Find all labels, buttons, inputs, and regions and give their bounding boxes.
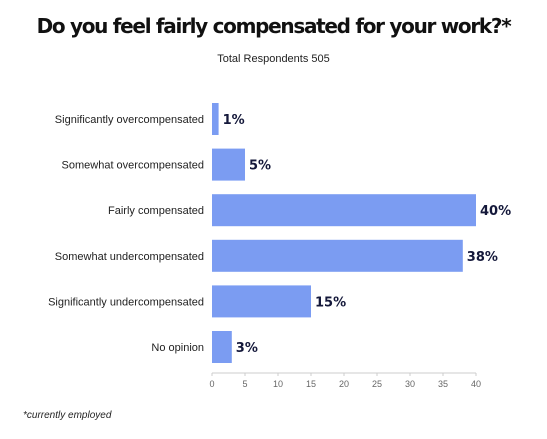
x-tick-label: 25 xyxy=(372,379,382,389)
bar xyxy=(212,331,232,363)
chart-title: Do you feel fairly compensated for your … xyxy=(36,14,512,38)
category-label: Somewhat undercompensated xyxy=(55,251,204,263)
category-label: Fairly compensated xyxy=(108,205,204,217)
x-tick-label: 20 xyxy=(339,379,349,389)
x-tick-label: 40 xyxy=(471,379,481,389)
x-tick-label: 10 xyxy=(273,379,283,389)
data-label: 3% xyxy=(236,341,258,356)
category-label: Significantly undercompensated xyxy=(48,296,204,308)
data-label: 1% xyxy=(223,113,245,128)
x-tick-label: 15 xyxy=(306,379,316,389)
data-label: 5% xyxy=(249,159,271,174)
chart-subtitle: Total Respondents 505 xyxy=(217,53,330,65)
category-label: Somewhat overcompensated xyxy=(62,160,204,172)
bar xyxy=(212,148,245,181)
bar xyxy=(212,239,463,272)
category-label: No opinion xyxy=(151,342,204,354)
x-tick-label: 35 xyxy=(438,379,448,389)
x-tick-label: 5 xyxy=(242,379,247,389)
bar xyxy=(212,103,219,135)
bar xyxy=(212,285,311,318)
footnote: *currently employed xyxy=(23,410,112,421)
x-tick-label: 0 xyxy=(209,379,214,389)
category-label: Significantly overcompensated xyxy=(55,114,204,126)
data-label: 38% xyxy=(467,250,498,265)
bar xyxy=(212,194,476,227)
x-tick-label: 30 xyxy=(405,379,415,389)
data-label: 40% xyxy=(480,204,511,219)
data-label: 15% xyxy=(315,295,346,310)
